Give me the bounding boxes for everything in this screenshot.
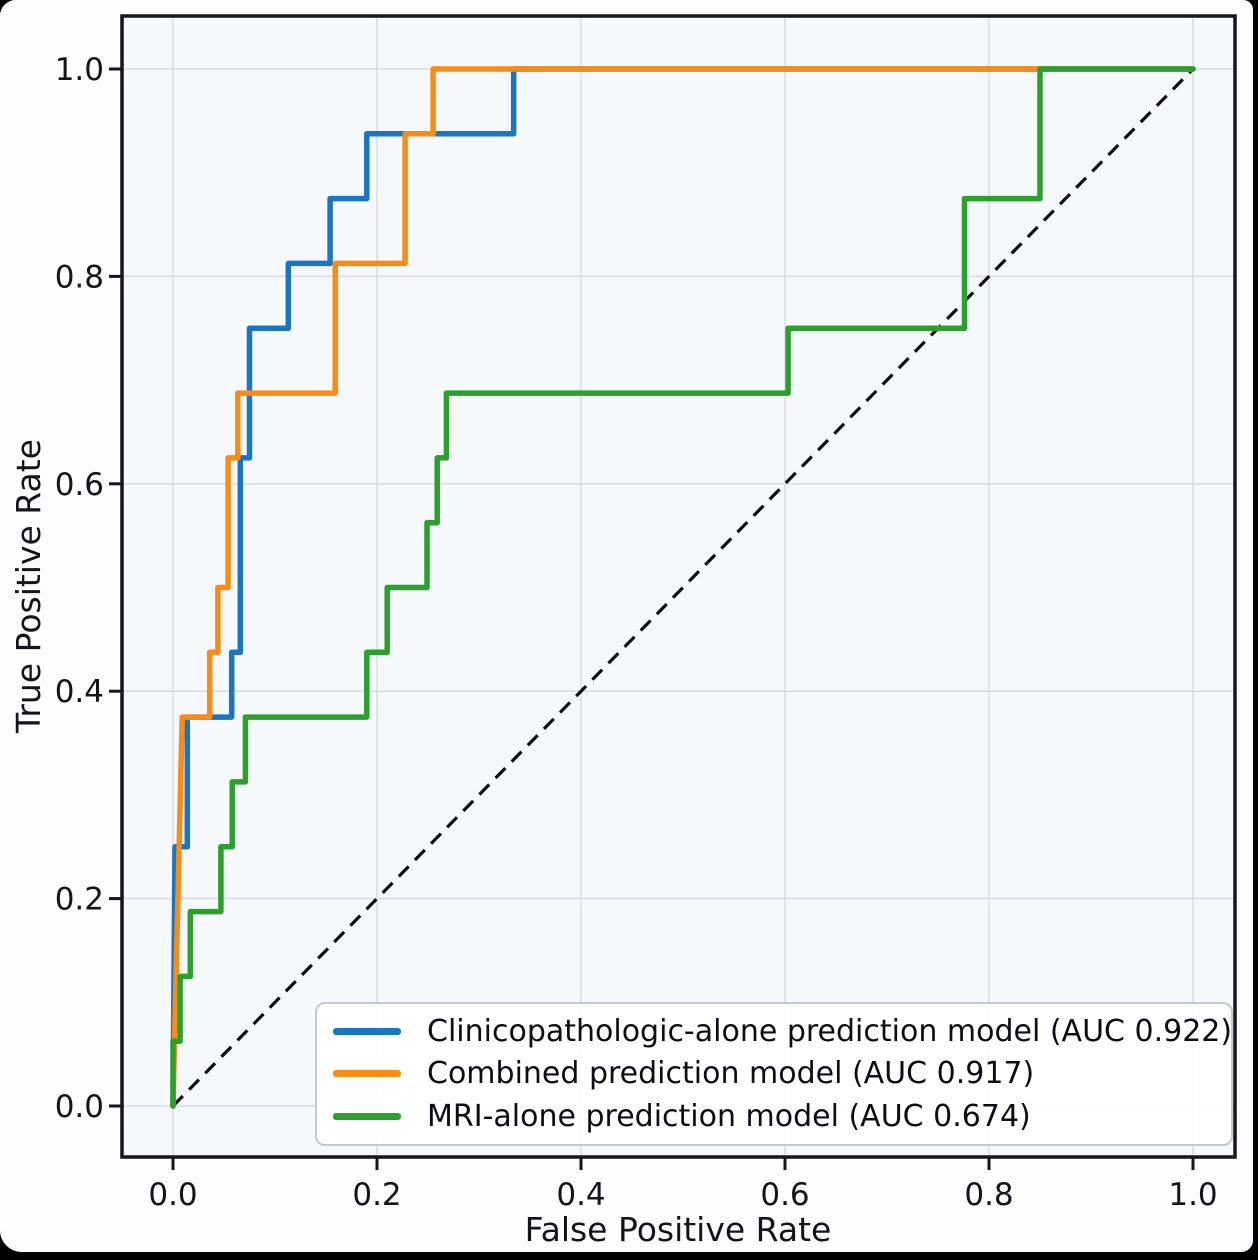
legend-item-mri: MRI-alone prediction model (AUC 0.674) xyxy=(317,1099,1231,1134)
axes-spines xyxy=(120,14,1237,1159)
roc-curves xyxy=(170,66,1196,1109)
plot-background xyxy=(122,16,1235,1157)
legend-label: MRI-alone prediction model (AUC 0.674) xyxy=(427,1099,1031,1135)
legend-swatch-green xyxy=(333,1113,401,1121)
x-tick-label: 0.4 xyxy=(556,1177,605,1213)
y-tick-label: 0.8 xyxy=(55,259,104,295)
y-tick-label: 0.2 xyxy=(55,882,104,918)
roc-curve-1 xyxy=(170,66,1196,1109)
y-tick-label: 0.6 xyxy=(55,467,104,503)
y-tick-label: 1.0 xyxy=(55,52,104,88)
legend-item-combined: Combined prediction model (AUC 0.917) xyxy=(317,1056,1231,1091)
x-axis-label: False Positive Rate xyxy=(525,1210,832,1249)
x-tick-label: 0.2 xyxy=(352,1177,401,1213)
legend-swatch-orange xyxy=(333,1070,401,1078)
y-axis-label: True Positive Rate xyxy=(9,439,48,734)
x-tick-label: 1.0 xyxy=(1168,1177,1217,1213)
tick-marks xyxy=(109,67,1195,1170)
legend-item-clinicopathologic: Clinicopathologic-alone prediction model… xyxy=(317,1013,1233,1049)
chance-diagonal-line xyxy=(171,67,1195,1108)
roc-curve-2 xyxy=(170,66,1196,1109)
x-tick-label: 0.8 xyxy=(964,1177,1013,1213)
x-tick-label: 0.6 xyxy=(760,1177,809,1213)
legend-swatch-blue xyxy=(333,1027,401,1035)
legend-label: Combined prediction model (AUC 0.917) xyxy=(427,1056,1035,1092)
legend: Clinicopathologic-alone prediction model… xyxy=(315,1002,1233,1146)
y-tick-labels: 0.0 0.2 0.4 0.6 0.8 1.0 xyxy=(55,52,104,1125)
x-tick-labels: 0.0 0.2 0.4 0.6 0.8 1.0 xyxy=(148,1177,1217,1213)
legend-label: Clinicopathologic-alone prediction model… xyxy=(427,1013,1233,1049)
x-tick-label: 0.0 xyxy=(148,1177,197,1213)
y-tick-label: 0.0 xyxy=(55,1089,104,1125)
y-tick-label: 0.4 xyxy=(55,674,104,710)
